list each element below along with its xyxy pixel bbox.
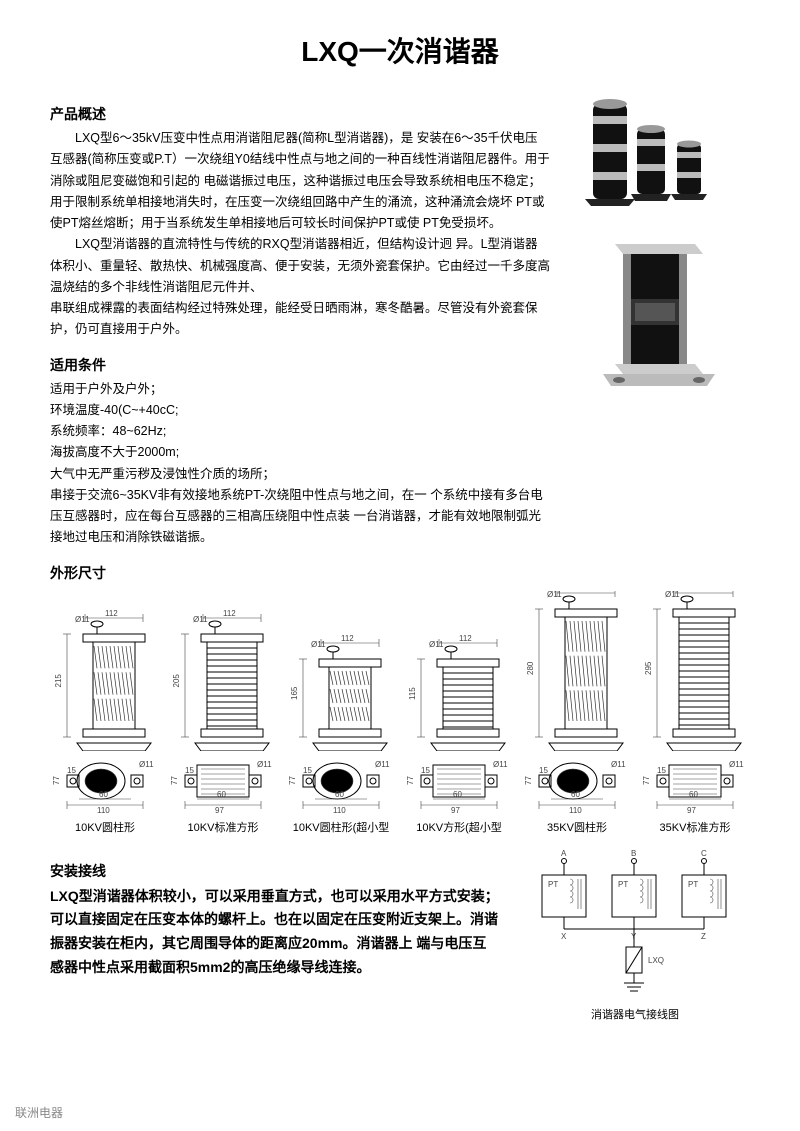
svg-text:97: 97 [451, 806, 460, 815]
svg-text:Ø11: Ø11 [729, 760, 744, 769]
install-heading: 安装接线 [50, 861, 500, 881]
svg-text:60: 60 [571, 790, 580, 799]
svg-text:15: 15 [539, 766, 548, 775]
svg-text:60: 60 [453, 790, 462, 799]
dim-label: 10KV标准方形 [188, 819, 259, 835]
svg-text:112: 112 [223, 609, 236, 618]
svg-text:77: 77 [525, 775, 533, 784]
overview-heading: 产品概述 [50, 104, 550, 124]
overview-p1: LXQ型6～35kV压变中性点用消谐阻尼器(简称L型消谐器)，是 安装在6～35… [50, 128, 550, 234]
wiring-diagram: PT PT PT [520, 847, 750, 1022]
overview-p2: LXQ型消谐器的直流特性与传统的RXQ型消谐器相近，但结构设计迥 异。L型消谐器… [50, 234, 550, 298]
svg-text:60: 60 [217, 790, 226, 799]
dim-label: 10KV圆柱形(超小型 [293, 819, 390, 835]
svg-text:Ø11: Ø11 [75, 615, 90, 624]
dim-item-4: 112 Ø11 280 110 60 77 Ø11 15 35KV圆柱形 [522, 591, 632, 835]
conditions-heading: 适用条件 [50, 355, 550, 375]
dim-label: 35KV标准方形 [660, 819, 731, 835]
cond-l6: 串接于交流6~35KV非有效接地系统PT-次绕阻中性点与地之间，在一 个系统中接… [50, 485, 550, 549]
svg-text:C: C [701, 849, 707, 858]
svg-text:215: 215 [54, 673, 63, 687]
svg-text:15: 15 [303, 766, 312, 775]
cond-l2: 环境温度-40(C~+40cC; [50, 400, 550, 421]
svg-text:77: 77 [171, 775, 179, 784]
product-photo-cylinders [575, 94, 735, 214]
svg-text:Ø11: Ø11 [429, 640, 444, 649]
svg-text:15: 15 [67, 766, 76, 775]
svg-text:112: 112 [695, 591, 708, 593]
svg-text:77: 77 [407, 775, 415, 784]
dimensions-heading: 外形尺寸 [50, 563, 750, 583]
dimensions-row: 112 Ø11 215 110 60 77 Ø11 15 10KV圆柱形 112 Ø11 205 97 6… [50, 591, 750, 835]
svg-text:15: 15 [421, 766, 430, 775]
svg-text:Ø11: Ø11 [665, 591, 680, 599]
svg-text:280: 280 [526, 661, 535, 675]
svg-text:60: 60 [99, 790, 108, 799]
svg-text:Ø11: Ø11 [493, 760, 508, 769]
cond-l5: 大气中无严重污秽及浸蚀性介质的场所； [50, 464, 550, 485]
svg-text:295: 295 [644, 661, 653, 675]
cond-l1: 适用于户外及户外； [50, 379, 550, 400]
svg-text:77: 77 [289, 775, 297, 784]
product-photo-square [595, 224, 715, 394]
svg-text:112: 112 [459, 634, 472, 643]
svg-text:LXQ: LXQ [648, 956, 664, 965]
wiring-caption: 消谐器电气接线图 [520, 1006, 750, 1022]
svg-text:112: 112 [341, 634, 354, 643]
svg-text:115: 115 [408, 686, 417, 699]
svg-text:60: 60 [335, 790, 344, 799]
svg-text:A: A [561, 849, 567, 858]
dim-label: 35KV圆柱形 [547, 819, 607, 835]
svg-text:15: 15 [185, 766, 194, 775]
dim-item-0: 112 Ø11 215 110 60 77 Ø11 15 10KV圆柱形 [50, 591, 160, 835]
svg-text:Ø11: Ø11 [547, 591, 562, 599]
svg-text:110: 110 [569, 806, 582, 815]
svg-text:77: 77 [53, 775, 61, 784]
svg-text:X: X [561, 932, 567, 941]
dim-item-2: 112 Ø11 165 110 60 77 Ø11 15 10KV圆柱形(超小型 [286, 591, 396, 835]
svg-text:110: 110 [333, 806, 346, 815]
svg-text:205: 205 [172, 673, 181, 687]
svg-text:77: 77 [643, 775, 651, 784]
svg-text:Ø11: Ø11 [611, 760, 626, 769]
overview-p3: 串联组成裸露的表面结构经过特殊处理，能经受日晒雨淋，寒冬酷暑。尽管没有外瓷套保护… [50, 298, 550, 341]
svg-text:97: 97 [687, 806, 696, 815]
svg-text:Ø11: Ø11 [257, 760, 272, 769]
svg-text:15: 15 [657, 766, 666, 775]
footer-brand: 联洲电器 [15, 1104, 63, 1121]
install-p: LXQ型消谐器体积较小，可以采用垂直方式，也可以采用水平方式安装；可以直接固定在… [50, 885, 500, 980]
svg-text:112: 112 [105, 609, 118, 618]
page-title: LXQ一次消谐器 [50, 30, 750, 70]
svg-text:Ø11: Ø11 [139, 760, 154, 769]
svg-text:B: B [631, 849, 636, 858]
dim-label: 10KV方形(超小型 [416, 819, 502, 835]
dim-item-5: 112 Ø11 295 97 60 77 Ø11 15 35KV标准方形 [640, 591, 750, 835]
dim-item-3: 112 Ø11 115 97 60 77 Ø11 15 10KV方形(超小型 [404, 591, 514, 835]
svg-text:112: 112 [577, 591, 590, 593]
dim-label: 10KV圆柱形 [75, 819, 135, 835]
svg-text:Z: Z [701, 932, 706, 941]
cond-l3: 系统频率：48~62Hz; [50, 421, 550, 442]
svg-text:110: 110 [97, 806, 110, 815]
svg-text:Ø11: Ø11 [311, 640, 326, 649]
svg-text:60: 60 [689, 790, 698, 799]
dim-item-1: 112 Ø11 205 97 60 77 Ø11 15 10KV标准方形 [168, 591, 278, 835]
svg-text:Ø11: Ø11 [193, 615, 208, 624]
svg-text:Ø11: Ø11 [375, 760, 390, 769]
svg-text:97: 97 [215, 806, 224, 815]
svg-text:PT: PT [548, 880, 558, 889]
svg-text:PT: PT [618, 880, 628, 889]
svg-text:PT: PT [688, 880, 698, 889]
cond-l4: 海拔高度不大于2000m; [50, 442, 550, 463]
svg-text:165: 165 [290, 686, 299, 700]
